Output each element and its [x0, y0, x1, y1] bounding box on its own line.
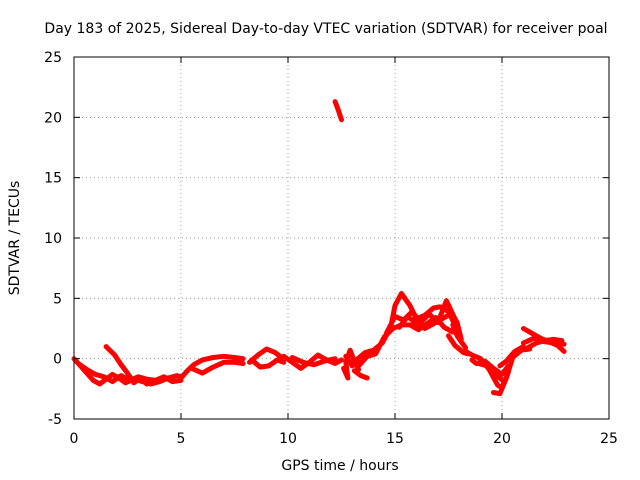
x-axis-label: GPS time / hours: [281, 458, 398, 474]
x-tick-label: 10: [279, 431, 297, 447]
y-tick-label: 25: [44, 50, 62, 66]
series-segment: [354, 291, 460, 363]
x-tick-label: 15: [386, 431, 404, 447]
series-segment: [497, 344, 526, 369]
y-tick-label: -5: [48, 412, 62, 428]
y-axis-label: SDTVAR / TECUs: [7, 181, 23, 296]
chart-title: Day 183 of 2025, Sidereal Day-to-day VTE…: [44, 21, 607, 37]
x-tick-label: 0: [70, 431, 79, 447]
series-segment: [178, 353, 246, 381]
series-segment: [476, 361, 507, 385]
series-segment: [351, 368, 370, 381]
series-segment: [71, 356, 184, 387]
axis-ticks: 0 5 10 15 20 25 -5 0 5 10 15 20 25: [44, 50, 618, 447]
x-tick-label: 20: [493, 431, 511, 447]
y-tick-label: 0: [53, 352, 62, 368]
series-segment: [247, 346, 285, 365]
series-segment: [281, 352, 344, 371]
series-segment: [332, 99, 344, 123]
series-segment: [490, 346, 533, 397]
y-tick-label: 20: [44, 110, 62, 126]
series-segment: [289, 355, 338, 368]
series-segment: [189, 359, 246, 376]
series-segment: [525, 336, 565, 351]
grid-lines: [74, 57, 609, 419]
x-tick-label: 25: [600, 431, 618, 447]
x-tick-label: 5: [177, 431, 186, 447]
series-segment: [450, 312, 464, 342]
series-segment: [249, 357, 287, 370]
series-sdtvar: [71, 99, 567, 397]
y-tick-label: 10: [44, 231, 62, 247]
series-segment: [396, 311, 454, 331]
series-segment: [103, 344, 150, 387]
y-tick-label: 5: [53, 291, 62, 307]
series-segment: [383, 298, 458, 336]
series-segment: [343, 353, 362, 369]
y-tick-label: 15: [44, 171, 62, 187]
